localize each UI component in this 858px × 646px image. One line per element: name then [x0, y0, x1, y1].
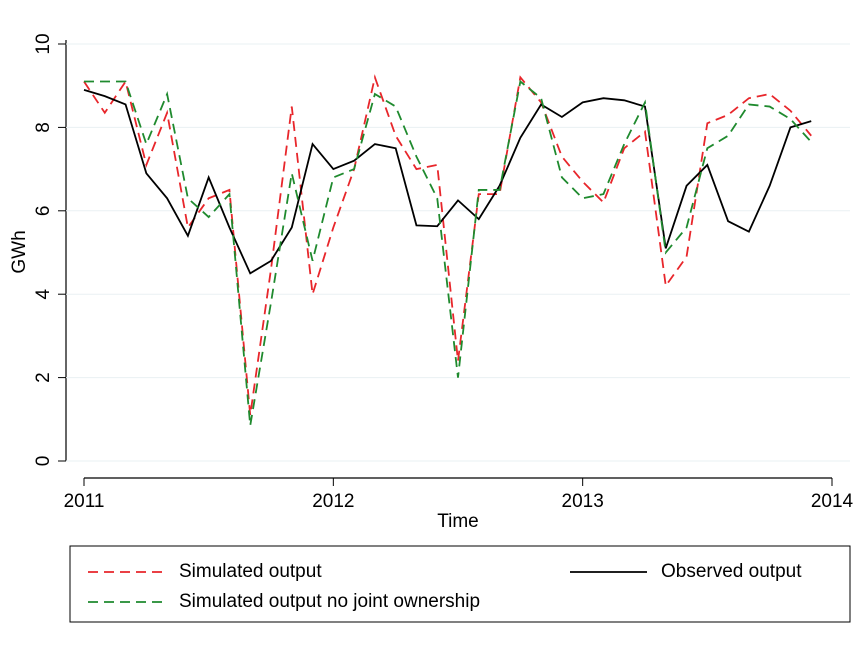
y-tick-label: 0 [33, 456, 54, 467]
legend-box [69, 545, 851, 623]
legend-label: Observed output [661, 561, 802, 582]
x-tick-label: 2013 [562, 491, 604, 512]
legend-label: Simulated output no joint ownership [179, 591, 480, 612]
y-tick-label: 4 [33, 288, 54, 299]
series-line [83, 74, 812, 416]
series-line [83, 89, 812, 275]
series-line [84, 79, 812, 426]
y-tick-label: 6 [33, 206, 54, 217]
y-tick-label: 8 [33, 122, 54, 133]
y-tick-label: 10 [33, 33, 54, 54]
y-tick-label: 2 [33, 372, 54, 383]
x-axis-title: Time [437, 511, 479, 532]
x-tick-label: 2011 [64, 491, 105, 512]
x-tick-label: 2012 [312, 491, 354, 512]
x-tick-label: 2014 [811, 491, 854, 512]
y-axis-title: GWh [9, 230, 30, 273]
legend-label: Simulated output [179, 561, 322, 582]
